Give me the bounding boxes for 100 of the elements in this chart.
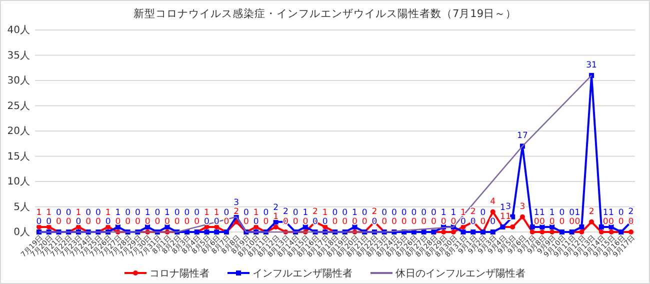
data-label: 1 bbox=[164, 208, 170, 218]
data-label: 0 bbox=[76, 217, 82, 227]
data-label: 0 bbox=[401, 217, 407, 227]
data-label: 0 bbox=[411, 208, 417, 218]
data-label: 0 bbox=[549, 217, 555, 227]
data-label: 1 bbox=[46, 208, 52, 218]
data-label: 0 bbox=[56, 217, 62, 227]
data-label: 0 bbox=[391, 217, 397, 227]
point bbox=[46, 224, 52, 230]
data-label: 2 bbox=[588, 206, 594, 217]
point bbox=[510, 224, 516, 230]
y-tick-label: 5人 bbox=[14, 202, 30, 213]
point bbox=[106, 224, 111, 230]
data-label: 0 bbox=[342, 217, 348, 227]
data-label: 0 bbox=[95, 217, 101, 227]
data-label: 31 bbox=[586, 60, 597, 70]
data-label: 1 bbox=[273, 212, 279, 222]
data-label: 0 bbox=[559, 217, 565, 227]
data-label: 1 bbox=[574, 208, 580, 218]
data-label: 0 bbox=[618, 208, 624, 218]
data-label: 0 bbox=[322, 217, 328, 227]
point bbox=[490, 209, 496, 214]
data-label: 0 bbox=[302, 217, 308, 227]
data-label: 0 bbox=[421, 208, 427, 218]
legend-label: インフルエンザ陽性者 bbox=[252, 268, 352, 280]
data-label: 4 bbox=[490, 196, 496, 207]
data-label: 0 bbox=[95, 208, 101, 218]
data-label: 2 bbox=[282, 206, 288, 217]
data-label: 0 bbox=[292, 208, 298, 218]
data-label: 0 bbox=[470, 217, 476, 227]
data-label: 0 bbox=[194, 217, 200, 227]
data-label: 0 bbox=[243, 208, 249, 218]
data-label: 0 bbox=[430, 208, 436, 218]
data-label: 0 bbox=[450, 217, 456, 227]
data-label: 0 bbox=[125, 208, 131, 218]
data-label: 0 bbox=[86, 208, 92, 218]
y-tick-label: 15人 bbox=[7, 151, 30, 162]
data-label: 0 bbox=[608, 217, 614, 227]
point bbox=[36, 224, 42, 230]
y-tick-label: 35人 bbox=[7, 50, 30, 62]
point bbox=[273, 224, 278, 230]
point bbox=[589, 219, 594, 224]
data-label: 0 bbox=[342, 208, 348, 218]
data-label: 0 bbox=[154, 208, 160, 218]
data-label: 0 bbox=[421, 217, 427, 227]
data-label: 0 bbox=[184, 217, 190, 227]
point bbox=[254, 224, 259, 230]
data-label: 3 bbox=[520, 202, 526, 212]
data-label: 0 bbox=[602, 217, 608, 227]
data-label: 1 bbox=[253, 208, 259, 218]
data-label: 0 bbox=[460, 217, 466, 227]
data-label: 0 bbox=[184, 208, 190, 218]
data-label: 0 bbox=[86, 217, 92, 227]
data-label: 0 bbox=[292, 217, 298, 227]
data-label: 3 bbox=[234, 198, 240, 208]
data-label: 0 bbox=[282, 217, 288, 227]
data-label: 0 bbox=[618, 217, 624, 227]
data-label: 0 bbox=[263, 208, 269, 218]
y-tick-label: 25人 bbox=[7, 100, 30, 112]
y-tick-label: 40人 bbox=[7, 25, 30, 36]
legend-label: コロナ陽性者 bbox=[150, 268, 210, 280]
data-label: 1 bbox=[214, 208, 220, 218]
data-label: 1 bbox=[539, 208, 545, 218]
data-label: 0 bbox=[66, 217, 72, 227]
data-label: 0 bbox=[352, 217, 358, 227]
data-label: 0 bbox=[490, 217, 496, 227]
data-label: 0 bbox=[194, 208, 200, 218]
data-label: 0 bbox=[480, 208, 486, 218]
data-label: 0 bbox=[174, 217, 180, 227]
data-label: 0 bbox=[115, 217, 121, 227]
data-label: 0 bbox=[174, 208, 180, 218]
data-label: 2 bbox=[312, 206, 318, 217]
chart-title: 新型コロナウイルス感染症・インフルエンザウイルス陽性者数（7月19日～） bbox=[133, 7, 517, 20]
data-label: 1 bbox=[322, 208, 328, 218]
data-label: 0 bbox=[391, 208, 397, 218]
data-label: 3 bbox=[506, 202, 512, 212]
data-label: 0 bbox=[36, 217, 42, 227]
data-label: 0 bbox=[372, 217, 378, 227]
data-label: 1 bbox=[534, 208, 540, 218]
data-label: 0 bbox=[559, 208, 565, 218]
data-label: 2 bbox=[372, 206, 378, 217]
data-label: 1 bbox=[302, 208, 308, 218]
data-label: 0 bbox=[411, 217, 417, 227]
data-label: 0 bbox=[105, 217, 111, 227]
data-label: 0 bbox=[382, 217, 388, 227]
data-label: 0 bbox=[332, 217, 338, 227]
data-label: 0 bbox=[46, 217, 52, 227]
data-label: 0 bbox=[574, 217, 580, 227]
data-label: 0 bbox=[534, 217, 540, 227]
data-label: 1 bbox=[115, 208, 121, 218]
data-label: 0 bbox=[401, 208, 407, 218]
data-label: 0 bbox=[56, 208, 62, 218]
point bbox=[322, 224, 328, 230]
data-label: 0 bbox=[628, 217, 634, 227]
data-label: 0 bbox=[263, 217, 269, 227]
y-tick-label: 30人 bbox=[7, 76, 30, 87]
data-label: 0 bbox=[154, 217, 160, 227]
data-label: 0 bbox=[125, 217, 131, 227]
data-label: 1 bbox=[500, 202, 506, 213]
data-label: 2 bbox=[628, 206, 634, 217]
